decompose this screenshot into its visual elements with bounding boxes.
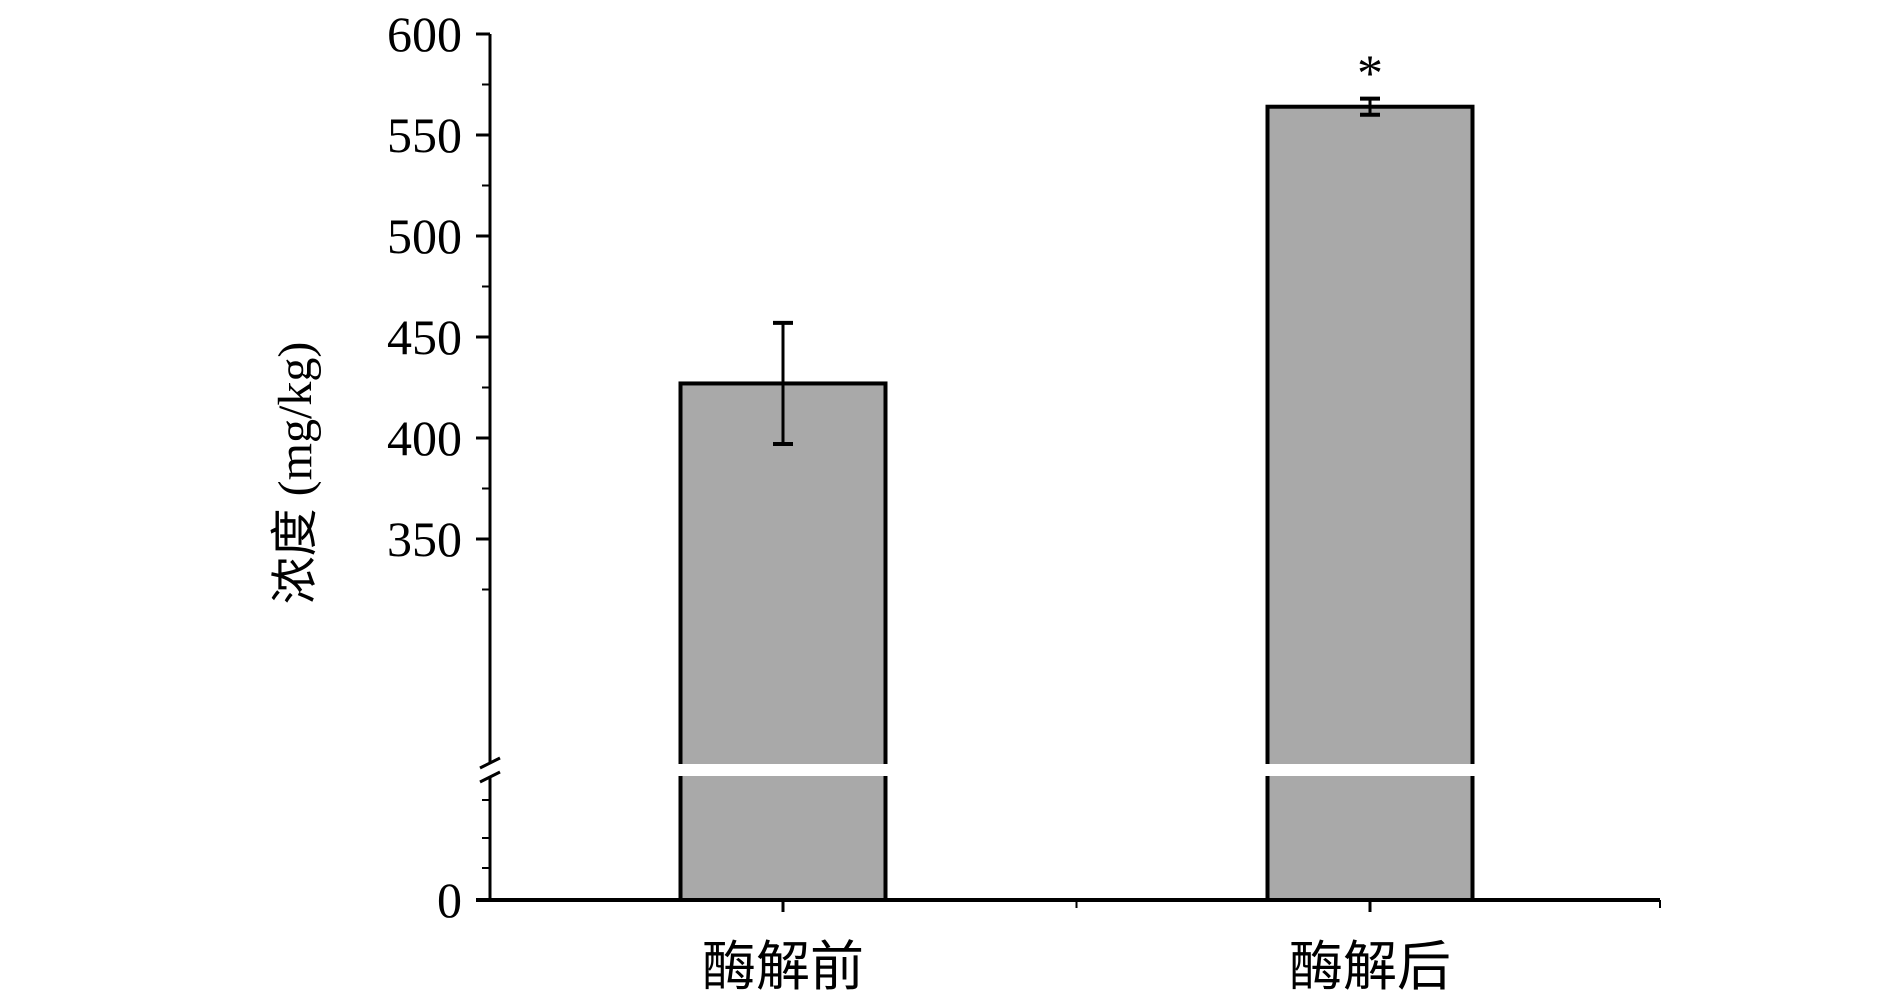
y-tick-label: 550 <box>387 107 462 163</box>
error-bars-layer <box>773 96 1380 447</box>
bar <box>1265 104 1475 903</box>
bar <box>678 381 888 902</box>
bar-break-gap <box>1263 764 1477 776</box>
y-tick-label: 0 <box>437 872 462 928</box>
axis-break-mark <box>479 770 501 784</box>
y-tick-label: 450 <box>387 309 462 365</box>
y-tick-label: 350 <box>387 511 462 567</box>
labels-layer: 酶解前 * 酶解后 350 400 450 500 550 600 0 <box>387 6 1451 997</box>
y-tick-label: 600 <box>387 6 462 62</box>
axis-break-mark <box>479 756 501 770</box>
y-tick-label: 400 <box>387 410 462 466</box>
x-tick-label: 酶解前 <box>702 937 864 997</box>
bars-layer <box>676 104 1477 903</box>
significance-mark: * <box>1357 46 1383 103</box>
y-tick-label: 500 <box>387 208 462 264</box>
y-axis-title: 浓度 (mg/kg) <box>269 342 322 605</box>
bar-break-gap <box>676 764 890 776</box>
x-tick-label: 酶解后 <box>1289 937 1451 997</box>
axes-layer <box>476 32 1661 912</box>
